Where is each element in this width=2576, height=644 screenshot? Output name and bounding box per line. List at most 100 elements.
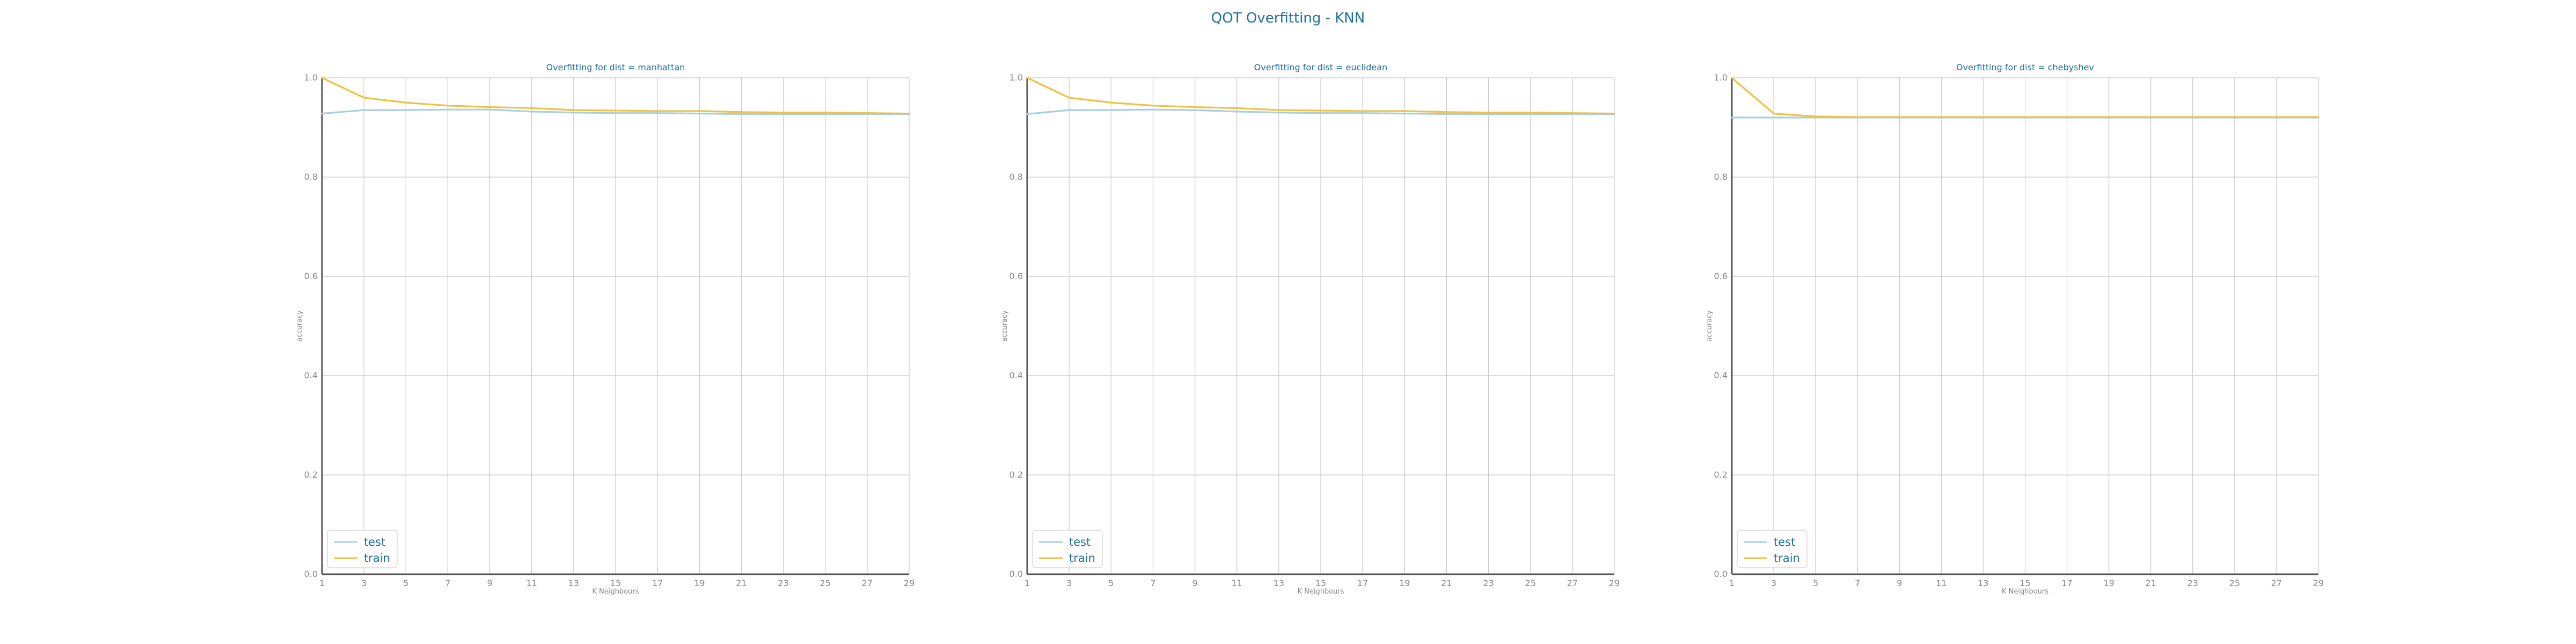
data-point-test (363, 109, 365, 111)
y-tick-label: 0.0 (1714, 569, 1728, 579)
data-point-train (1982, 116, 1985, 118)
x-tick-label: 7 (1855, 578, 1860, 588)
data-point-test (1362, 112, 1364, 114)
x-tick-label: 11 (1232, 578, 1242, 588)
x-tick-label: 13 (1978, 578, 1988, 588)
x-tick-label: 5 (403, 578, 408, 588)
data-point-test (698, 113, 700, 115)
y-tick-label: 0.6 (304, 271, 318, 281)
x-tick-label: 29 (2313, 578, 2324, 588)
x-tick-label: 29 (1609, 578, 1620, 588)
x-tick-label: 1 (1729, 578, 1735, 588)
x-tick-label: 7 (445, 578, 450, 588)
x-tick-label: 3 (361, 578, 367, 588)
data-point-test (1529, 113, 1532, 115)
x-tick-label: 11 (526, 578, 537, 588)
x-tick-label: 17 (652, 578, 663, 588)
x-tick-label: 27 (862, 578, 873, 588)
subplot-title: Overfitting for dist = manhattan (546, 62, 685, 72)
data-point-train (866, 112, 868, 114)
x-tick-label: 25 (1525, 578, 1536, 588)
data-point-train (363, 97, 365, 99)
legend-label-test: test (1069, 536, 1091, 548)
legend-label-test: test (1774, 536, 1795, 548)
x-tick-label: 1 (319, 578, 325, 588)
data-point-test (1445, 113, 1448, 115)
data-point-test (1152, 108, 1154, 111)
data-point-test (321, 113, 323, 115)
data-point-train (908, 113, 910, 115)
data-point-test (573, 112, 575, 114)
y-tick-label: 0.2 (304, 470, 318, 480)
data-point-train (1814, 115, 1817, 118)
y-tick-label: 0.2 (1009, 470, 1023, 480)
data-point-train (1362, 110, 1364, 112)
data-point-train (1731, 77, 1733, 79)
y-tick-label: 0.8 (1009, 172, 1023, 182)
x-tick-label: 25 (820, 578, 831, 588)
x-tick-label: 19 (2103, 578, 2114, 588)
subplot-title: Overfitting for dist = euclidean (1254, 62, 1387, 72)
x-tick-label: 19 (694, 578, 705, 588)
data-point-train (1856, 116, 1858, 118)
x-tick-label: 21 (1441, 578, 1452, 588)
data-point-train (1194, 106, 1196, 108)
data-point-test (531, 111, 533, 113)
x-tick-label: 11 (1936, 578, 1946, 588)
y-tick-label: 1.0 (304, 72, 318, 83)
x-tick-label: 9 (1897, 578, 1902, 588)
y-axis-label: accuracy (296, 310, 304, 342)
data-point-train (1898, 116, 1900, 118)
x-tick-label: 19 (1399, 578, 1410, 588)
data-point-test (1236, 111, 1238, 113)
x-tick-label: 21 (2146, 578, 2156, 588)
data-point-train (1152, 105, 1154, 107)
data-point-train (1445, 111, 1448, 113)
data-point-test (405, 109, 407, 111)
data-point-train (2317, 116, 2319, 118)
y-axis-label: accuracy (1706, 310, 1714, 342)
data-point-train (2024, 116, 2026, 118)
legend-label-train: train (1069, 552, 1095, 565)
data-point-test (1278, 112, 1280, 114)
data-point-train (698, 110, 700, 112)
x-tick-label: 23 (2187, 578, 2198, 588)
data-point-train (1320, 109, 1322, 112)
data-point-test (1068, 109, 1070, 111)
x-axis-label: K Neighbours (1297, 588, 1344, 596)
data-point-train (740, 111, 743, 113)
x-tick-label: 15 (1315, 578, 1326, 588)
data-point-train (1529, 112, 1532, 114)
x-tick-label: 17 (1357, 578, 1368, 588)
y-tick-label: 0.8 (1714, 172, 1728, 182)
subplot-3: 1 3 5 7 9 11 13 15 17 19 21 23 25 27 290.00.20.40.60.8… (1706, 62, 2324, 596)
data-point-train (1110, 101, 1112, 104)
data-point-test (824, 113, 826, 115)
data-point-train (2150, 116, 2152, 118)
x-tick-label: 3 (1771, 578, 1776, 588)
x-tick-label: 23 (778, 578, 788, 588)
x-tick-label: 27 (1567, 578, 1578, 588)
data-point-test (1487, 113, 1490, 115)
data-point-train (1236, 107, 1238, 109)
x-tick-label: 27 (2271, 578, 2282, 588)
x-tick-label: 15 (610, 578, 621, 588)
x-axis-label: K Neighbours (2002, 588, 2048, 596)
y-tick-label: 0.6 (1009, 271, 1023, 281)
y-tick-label: 0.8 (304, 172, 318, 182)
x-tick-label: 23 (1483, 578, 1494, 588)
data-point-test (447, 108, 449, 111)
y-tick-label: 0.2 (1714, 470, 1728, 480)
data-point-test (1320, 112, 1322, 114)
x-tick-label: 1 (1024, 578, 1030, 588)
data-point-train (1068, 97, 1070, 99)
data-point-train (1940, 116, 1942, 118)
data-point-train (1571, 112, 1574, 114)
y-tick-label: 1.0 (1714, 72, 1728, 83)
data-point-train (2192, 116, 2194, 118)
data-point-train (1773, 113, 1775, 115)
legend-label-test: test (364, 536, 385, 548)
data-point-test (1194, 109, 1196, 111)
y-tick-label: 0.4 (304, 370, 318, 380)
